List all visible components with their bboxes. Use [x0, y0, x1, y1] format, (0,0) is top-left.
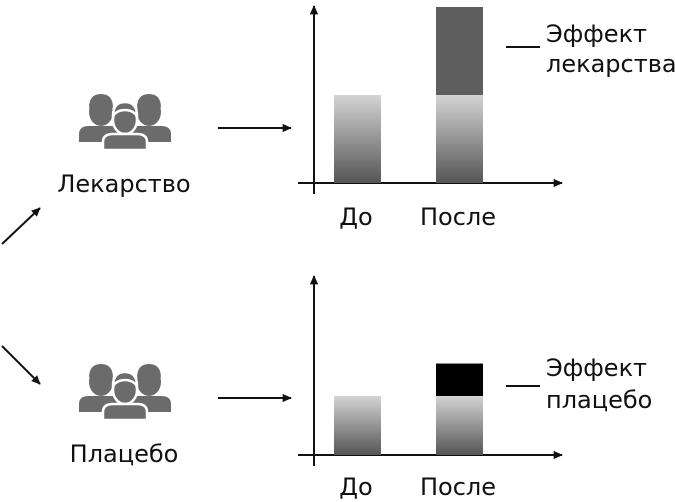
bar-base-before: [334, 95, 381, 183]
drug-chart: До После Эффект лекарства: [298, 5, 675, 231]
arrow-to-drug-group: [1, 207, 41, 245]
tick-label-after: После: [420, 203, 496, 231]
people-group-icon: [79, 94, 171, 150]
annotation-label-line2: лекарства: [546, 50, 675, 78]
arrow-to-placebo-group: [1, 345, 41, 385]
placebo-group-label: Плацебо: [70, 440, 179, 468]
annotation-label-line1: Эффект: [546, 354, 647, 382]
bar-effect-segment: [436, 7, 483, 95]
bar-base-before: [334, 396, 381, 455]
tick-label-before: До: [339, 473, 372, 501]
annotation-label-line1: Эффект: [546, 20, 647, 48]
people-group-icon: [79, 364, 171, 420]
tick-label-after: После: [420, 473, 496, 501]
annotation-label-line2: плацебо: [546, 386, 652, 414]
bar-base-after: [436, 396, 483, 455]
placebo-chart: До После Эффект плацебо: [298, 275, 652, 501]
drug-group-label: Лекарство: [57, 170, 190, 198]
bar-effect-segment: [436, 363, 483, 396]
bar-base-after: [436, 95, 483, 183]
tick-label-before: До: [339, 203, 372, 231]
